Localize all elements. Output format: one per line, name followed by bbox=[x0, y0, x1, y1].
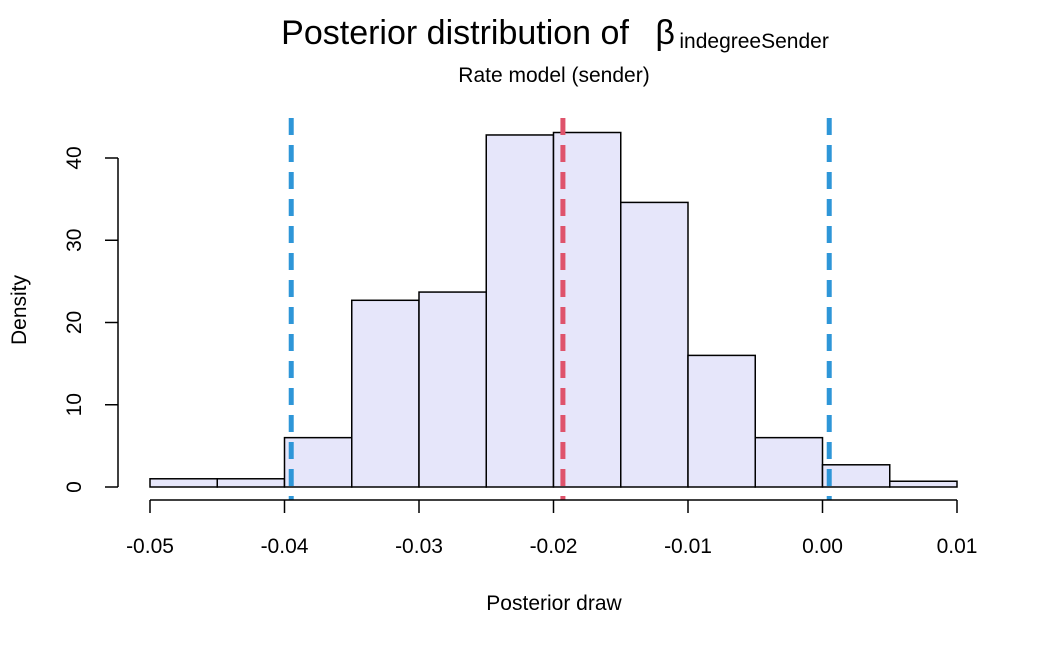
x-tick-label: 0.01 bbox=[937, 535, 978, 558]
x-axis-label: Posterior draw bbox=[486, 592, 622, 615]
x-tick-label: -0.03 bbox=[395, 535, 443, 558]
y-tick-label: 40 bbox=[63, 146, 86, 169]
y-tick-label: 30 bbox=[63, 229, 86, 252]
x-tick-label: -0.01 bbox=[664, 535, 712, 558]
chart-subtitle: Rate model (sender) bbox=[458, 64, 649, 87]
y-axis-label: Density bbox=[8, 274, 31, 345]
chart-title-prefix: Posterior distribution of bbox=[281, 14, 629, 52]
histogram-bar-4 bbox=[351, 299, 420, 488]
x-tick-label: -0.04 bbox=[261, 535, 309, 558]
y-tick-label: 20 bbox=[63, 311, 86, 334]
x-axis: -0.05 -0.04 -0.03 -0.02 -0.01 0.00 0.01 bbox=[126, 499, 978, 558]
x-tick-label: -0.02 bbox=[530, 535, 578, 558]
histogram-bar-1 bbox=[149, 478, 218, 488]
x-tick-label: 0.00 bbox=[802, 535, 843, 558]
y-tick-label: 0 bbox=[63, 481, 86, 493]
y-axis: 0 10 20 30 40 bbox=[63, 146, 119, 493]
histogram-bar-12 bbox=[889, 480, 958, 488]
histogram-bar-8 bbox=[620, 201, 689, 488]
histogram-bar-2 bbox=[216, 478, 286, 488]
x-tick-label: -0.05 bbox=[126, 535, 174, 558]
chart-title: Posterior distribution of β indegreeSend… bbox=[281, 14, 829, 53]
chart-title-symbol: β bbox=[655, 14, 675, 52]
chart-title-subscript: indegreeSender bbox=[679, 30, 828, 53]
histogram-bar-10 bbox=[754, 436, 824, 488]
y-tick-label: 10 bbox=[63, 393, 86, 416]
reference-lines bbox=[288, 118, 832, 500]
histogram-bar-6 bbox=[485, 134, 555, 488]
histogram-bar-5 bbox=[418, 291, 487, 488]
histogram-bar-3 bbox=[283, 436, 353, 488]
histogram-bar-11 bbox=[821, 464, 891, 488]
histogram-bars bbox=[149, 131, 958, 488]
histogram-bar-9 bbox=[687, 354, 756, 488]
